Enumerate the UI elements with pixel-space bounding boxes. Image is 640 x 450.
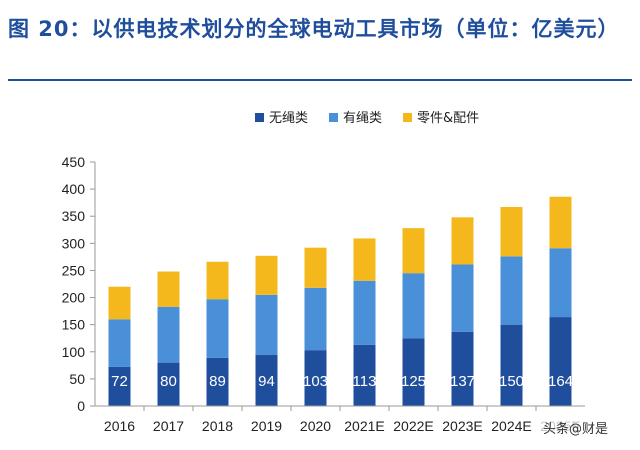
y-tick-label: 150	[62, 317, 86, 333]
legend-label-1: 无绳类	[269, 111, 308, 126]
x-tick-label: 2023E	[442, 418, 482, 434]
x-tick-label: 2022E	[393, 418, 433, 434]
bar-segment-3	[451, 217, 474, 265]
bar-segment-2	[353, 280, 376, 345]
x-tick-label: 2020	[300, 418, 331, 434]
bar-segment-1	[157, 362, 180, 406]
bar-segment-2	[304, 287, 327, 351]
y-tick-label: 350	[62, 208, 86, 224]
bar-segment-3	[206, 261, 229, 300]
x-tick-label: 2018	[202, 418, 233, 434]
bar-segment-2	[157, 306, 180, 363]
data-label: 125	[401, 373, 426, 390]
legend-label-2: 有绳类	[343, 111, 382, 126]
x-axis: 2016 2017 2018 2019 2020 2021E 2022E 2023E 2024E…	[95, 405, 585, 434]
y-axis: 0 50 100 150 200 250 300 350 400 450	[62, 154, 96, 414]
legend-swatch-1	[255, 113, 264, 122]
watermark: 头条@财是	[540, 417, 612, 438]
bar-segment-3	[549, 196, 572, 249]
bar-segment-3	[157, 271, 180, 307]
legend-swatch-2	[329, 113, 338, 122]
y-tick-label: 100	[62, 344, 86, 360]
bar-segment-3	[500, 207, 523, 257]
y-tick-label: 200	[62, 290, 86, 306]
bars: 72 80 89 94 103 113 125 137 150 164	[108, 196, 573, 406]
bar-segment-2	[206, 299, 229, 358]
data-label: 89	[209, 373, 226, 390]
bar-segment-1	[206, 357, 229, 406]
chart-title: 图 20：以供电技术划分的全球电动工具市场（单位：亿美元）	[8, 17, 620, 41]
data-label: 80	[160, 373, 177, 390]
bar-segment-3	[402, 228, 425, 274]
x-tick-label: 2021E	[344, 418, 384, 434]
y-tick-label: 450	[62, 154, 86, 170]
bar-segment-2	[451, 264, 474, 332]
bar-segment-1	[549, 317, 572, 406]
bar-segment-2	[108, 319, 131, 367]
data-label: 164	[548, 373, 573, 390]
y-tick-label: 400	[62, 181, 86, 197]
legend: 无绳类 有绳类 零件&配件	[255, 111, 479, 126]
y-tick-label: 300	[62, 235, 86, 251]
bar-segment-3	[108, 286, 131, 320]
x-tick-label: 2024E	[491, 418, 531, 434]
bar-segment-1	[353, 344, 376, 406]
bar-segment-1	[108, 366, 131, 406]
bar-segment-2	[255, 294, 278, 356]
bar-segment-1	[402, 338, 425, 406]
data-label: 150	[499, 373, 524, 390]
bar-segment-2	[500, 256, 523, 325]
data-label: 113	[353, 373, 377, 390]
y-tick-label: 0	[77, 398, 85, 414]
bar-segment-1	[255, 355, 278, 406]
bar-segment-3	[353, 238, 376, 281]
data-label: 103	[303, 373, 328, 390]
title-divider	[8, 79, 632, 81]
bar-segment-3	[304, 247, 327, 288]
x-tick-label: 2019	[251, 418, 282, 434]
data-label: 94	[258, 373, 275, 390]
y-tick-label: 250	[62, 262, 86, 278]
bar-segment-3	[255, 255, 278, 295]
data-label: 137	[450, 373, 475, 390]
legend-swatch-3	[403, 113, 412, 122]
x-tick-label: 2016	[104, 418, 135, 434]
bar-segment-2	[402, 273, 425, 339]
bar-segment-1	[451, 331, 474, 406]
bar-segment-2	[549, 248, 572, 318]
bar-segment-1	[500, 324, 523, 406]
bar-segment-1	[304, 350, 327, 406]
x-tick-label: 2017	[153, 418, 184, 434]
legend-label-3: 零件&配件	[417, 111, 479, 126]
data-label: 72	[111, 373, 128, 390]
y-tick-label: 50	[69, 371, 85, 387]
